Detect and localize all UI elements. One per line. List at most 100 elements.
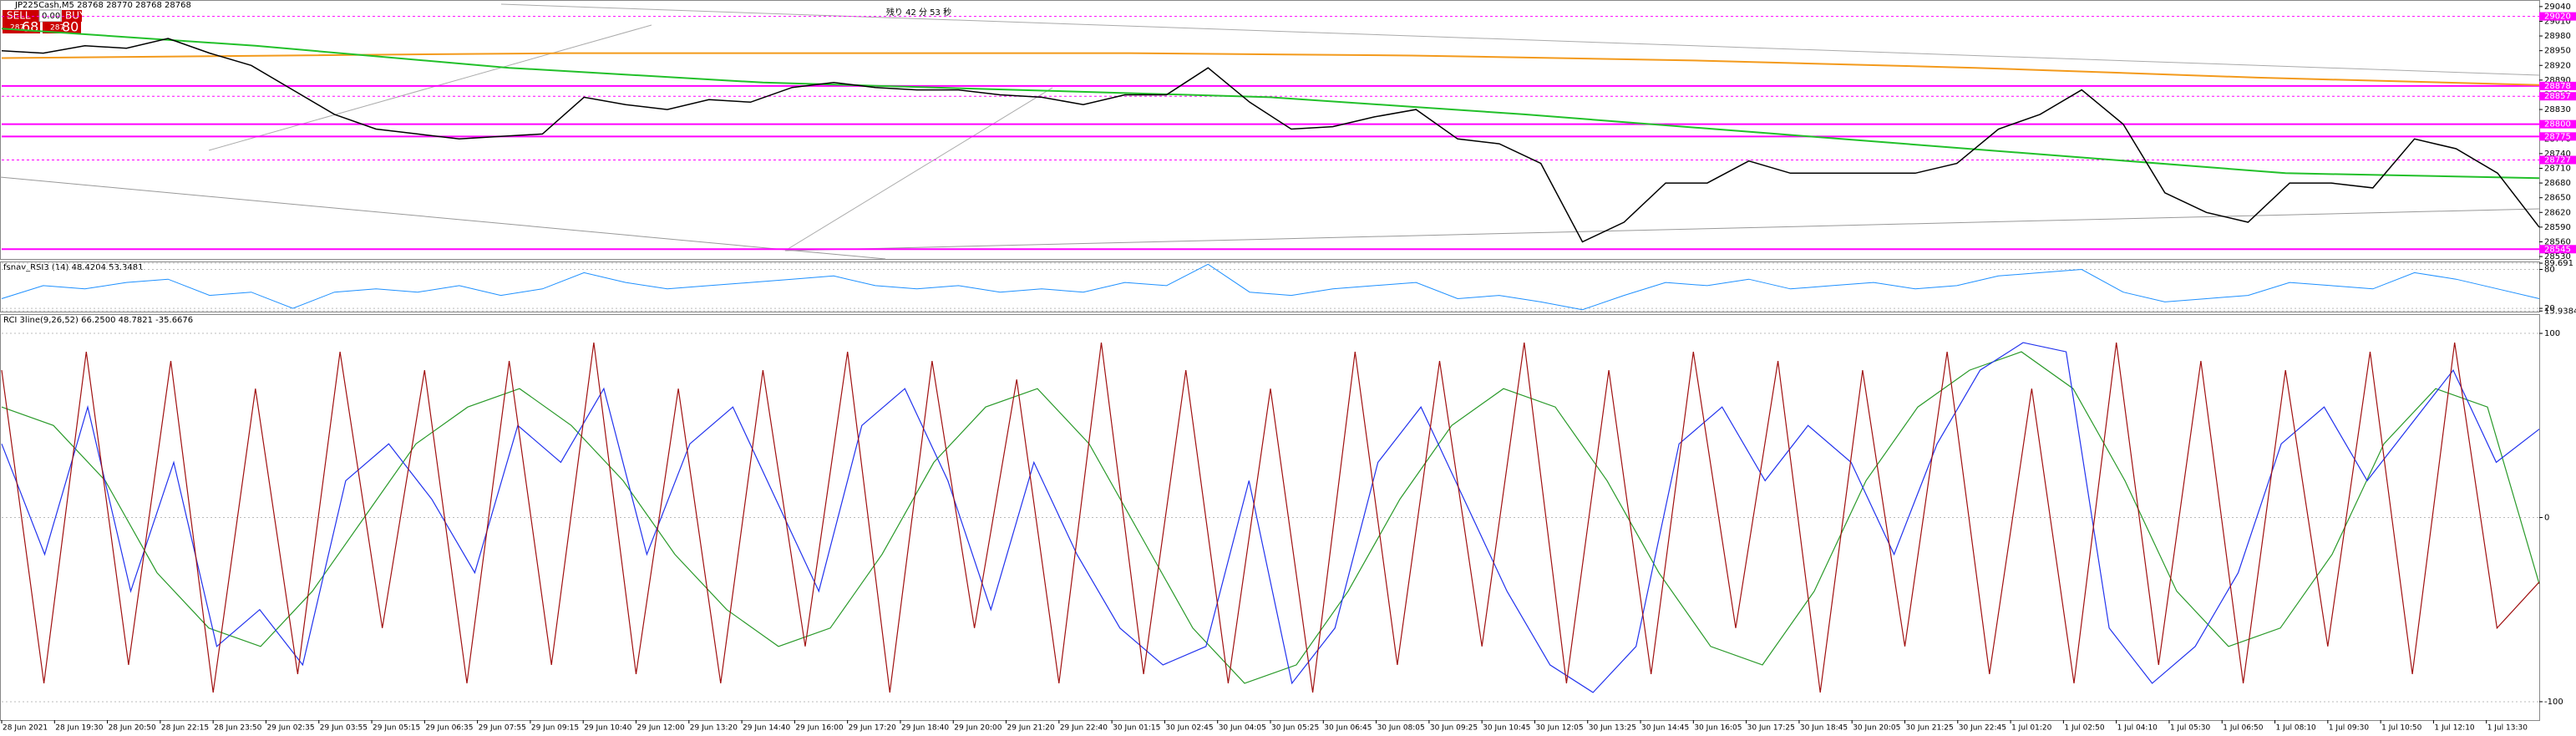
buy-label: BUY [65, 10, 86, 22]
y-tick-label: 89.691 [2544, 259, 2573, 268]
x-tick-label: 30 Jun 13:25 [1589, 724, 1636, 733]
level-tag [2539, 12, 2576, 21]
trendline [500, 3, 2540, 76]
x-tick-label: 1 Jul 02:50 [2064, 724, 2105, 733]
trendline [784, 87, 1053, 251]
sell-big: 287 [10, 24, 24, 33]
x-tick-label: 29 Jun 06:35 [425, 724, 473, 733]
x-tick-label: 29 Jun 02:35 [266, 724, 314, 733]
level-tag [2539, 245, 2576, 254]
y-tick-label: 0 [2544, 514, 2549, 523]
x-tick-label: 1 Jul 10:50 [2381, 724, 2422, 733]
x-tick-label: 30 Jun 01:15 [1113, 724, 1160, 733]
sell-label: SELL [7, 10, 31, 22]
sell-button[interactable] [3, 10, 39, 22]
x-tick-label: 29 Jun 10:40 [584, 724, 631, 733]
x-tick-label: 30 Jun 08:05 [1377, 724, 1425, 733]
level-label: 28727 [2544, 155, 2571, 165]
buy-price-box[interactable] [43, 22, 81, 33]
x-tick-label: 1 Jul 04:10 [2117, 724, 2158, 733]
rci-short [1, 343, 2540, 693]
x-tick-label: 1 Jul 05:30 [2170, 724, 2211, 733]
trendline [208, 24, 652, 151]
x-tick-label: 28 Jun 19:30 [55, 724, 103, 733]
y-tick-label: 28830 [2544, 105, 2571, 114]
y-tick-label: 15.9384 [2544, 307, 2576, 316]
y-tick-label: 29040 [2544, 3, 2571, 12]
y-tick-label: 28560 [2544, 237, 2571, 246]
x-tick-label: 29 Jun 03:55 [320, 724, 368, 733]
rsi-title: fsnav_RSI3 (14) 48.4204 53.3481 [3, 263, 144, 272]
countdown: 残り 42 分 53 秒 [886, 7, 951, 18]
x-tick-label: 30 Jun 14:45 [1641, 724, 1689, 733]
y-tick-label: 28590 [2544, 223, 2571, 232]
y-tick-label: 100 [2544, 329, 2560, 338]
x-tick-label: 28 Jun 23:50 [214, 724, 261, 733]
x-tick-label: 30 Jun 10:45 [1483, 724, 1530, 733]
x-tick-label: 29 Jun 22:40 [1060, 724, 1108, 733]
x-tick-label: 30 Jun 22:45 [1959, 724, 2006, 733]
x-tick-label: 1 Jul 12:10 [2434, 724, 2475, 733]
y-tick-label: 28950 [2544, 47, 2571, 56]
y-tick-label: 28710 [2544, 164, 2571, 173]
x-tick-label: 1 Jul 01:20 [2011, 724, 2052, 733]
x-tick-label: 28 Jun 20:50 [109, 724, 156, 733]
x-tick-label: 29 Jun 16:00 [795, 724, 843, 733]
ma-orange [1, 52, 2540, 86]
x-tick-label: 1 Jul 13:30 [2487, 724, 2528, 733]
y-tick-label: -100 [2544, 698, 2563, 707]
x-tick-label: 29 Jun 20:00 [954, 724, 1001, 733]
buy-big: 287 [50, 24, 64, 33]
level-label: 28775 [2544, 132, 2571, 141]
rci-title: RCI 3line(9,26,52) 66.2500 48.7821 -35.6… [3, 316, 193, 325]
x-tick-label: 30 Jun 16:05 [1694, 724, 1742, 733]
y-tick-label: 20 [2544, 304, 2555, 313]
rci-frame [0, 314, 2540, 721]
x-tick-label: 29 Jun 14:40 [743, 724, 790, 733]
x-tick-label: 1 Jul 06:50 [2223, 724, 2264, 733]
x-tick-label: 1 Jul 08:10 [2276, 724, 2317, 733]
y-tick-label: 28650 [2544, 194, 2571, 203]
x-tick-label: 29 Jun 17:20 [849, 724, 896, 733]
rci-mid [1, 342, 2540, 693]
ma-green [1, 28, 2540, 180]
x-tick-label: 30 Jun 20:05 [1853, 724, 1900, 733]
level-tag [2539, 92, 2576, 101]
main-frame [0, 0, 2540, 260]
x-tick-label: 29 Jun 07:55 [479, 724, 526, 733]
y-tick-label: 29010 [2544, 17, 2571, 26]
y-tick-label: 28620 [2544, 208, 2571, 217]
level-label: 28857 [2544, 92, 2571, 101]
price-line [1, 38, 2540, 243]
level-tag [2539, 81, 2576, 90]
rsi-frame [0, 261, 2540, 312]
level-label: 29020 [2544, 13, 2571, 22]
x-tick-label: 30 Jun 12:05 [1535, 724, 1583, 733]
y-tick-label: 28530 [2544, 252, 2571, 261]
level-tag [2539, 155, 2576, 165]
buy-button[interactable] [62, 10, 82, 22]
trendline [0, 176, 886, 260]
y-tick-label: 28680 [2544, 179, 2571, 188]
y-tick-label: 80 [2544, 266, 2555, 275]
lot: 0.00 [42, 12, 60, 21]
rci-long [1, 351, 2540, 684]
x-tick-label: 30 Jun 02:45 [1165, 724, 1213, 733]
buy-small: 80 [62, 19, 79, 35]
rsi-line [1, 263, 2540, 311]
x-tick-label: 30 Jun 17:25 [1747, 724, 1795, 733]
x-tick-label: 30 Jun 18:45 [1800, 724, 1848, 733]
x-tick-label: 1 Jul 09:30 [2329, 724, 2370, 733]
y-tick-label: 28980 [2544, 32, 2571, 41]
y-tick-label: 28890 [2544, 76, 2571, 85]
x-tick-label: 30 Jun 09:25 [1430, 724, 1478, 733]
level-tag [2539, 132, 2576, 141]
x-tick-label: 30 Jun 05:25 [1271, 724, 1319, 733]
x-tick-label: 29 Jun 21:20 [1007, 724, 1055, 733]
x-tick-label: 30 Jun 21:25 [1906, 724, 1954, 733]
symbol-info: JP225Cash,M5 28768 28770 28768 28768 [14, 1, 191, 10]
level-tag [2539, 119, 2576, 129]
x-tick-label: 29 Jun 18:40 [901, 724, 949, 733]
